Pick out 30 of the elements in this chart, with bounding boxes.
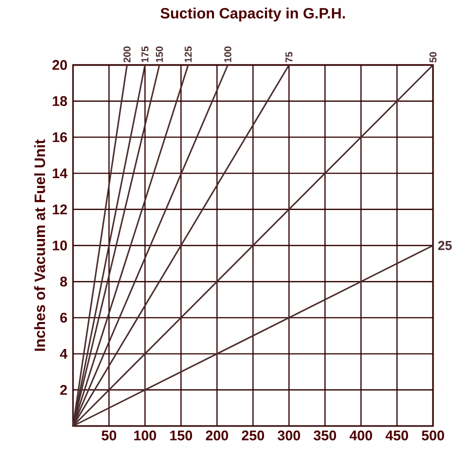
series-label: 25: [438, 240, 452, 250]
text: 100: [224, 46, 232, 62]
y-tick-label: 2: [60, 385, 67, 395]
y-tick-label: 20: [52, 60, 67, 70]
y-axis-title: Inches of Vacuum at Fuel Unit: [34, 139, 46, 351]
y-tick-label: 12: [52, 204, 67, 214]
x-tick-label: 500: [422, 430, 444, 440]
x-tick-label: 100: [134, 430, 156, 440]
x-tick-label: 50: [102, 430, 116, 440]
x-tick-label: 300: [278, 430, 300, 440]
y-tick-label: 16: [52, 132, 67, 142]
text: 50: [429, 52, 437, 62]
x-tick-label: 350: [314, 430, 336, 440]
text: 175: [142, 46, 148, 62]
x-tick-label: 200: [206, 430, 228, 440]
y-tick-label: 4: [60, 349, 68, 359]
text: 200: [123, 46, 131, 62]
y-tick-label: 6: [60, 312, 67, 323]
y-tick-label: 8: [60, 276, 68, 287]
text: 125: [184, 46, 192, 62]
y-tick-label: 14: [52, 168, 68, 178]
text: 150: [156, 46, 163, 62]
x-tick-label: 150: [170, 430, 192, 440]
x-tick-label: 250: [242, 430, 264, 440]
x-tick-label: 400: [350, 430, 372, 440]
chart-title: Suction Capacity in G.P.H.: [160, 8, 345, 22]
y-tick-label: 18: [52, 96, 68, 106]
text: 75: [286, 52, 292, 62]
y-tick-label: 10: [52, 240, 67, 250]
x-tick-label: 450: [386, 430, 408, 440]
